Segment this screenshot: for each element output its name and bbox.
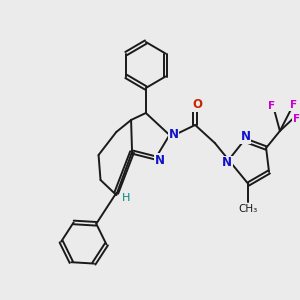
Text: N: N [155, 154, 165, 166]
Text: F: F [268, 101, 276, 111]
Text: N: N [222, 157, 232, 169]
Text: CH₃: CH₃ [239, 204, 258, 214]
Text: F: F [293, 114, 300, 124]
Text: N: N [169, 128, 178, 140]
Text: O: O [192, 98, 202, 112]
Text: F: F [290, 100, 297, 110]
Text: N: N [240, 130, 250, 143]
Text: H: H [122, 193, 130, 203]
